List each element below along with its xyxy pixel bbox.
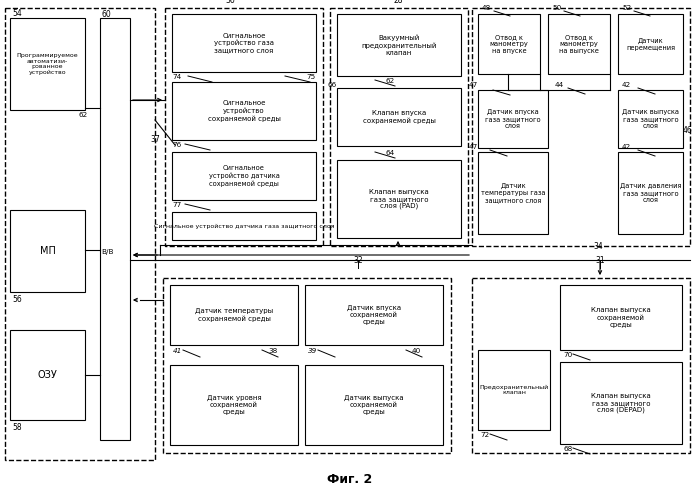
Text: ОЗУ: ОЗУ xyxy=(38,370,57,380)
Text: МП: МП xyxy=(40,246,55,256)
Text: 48: 48 xyxy=(482,5,491,11)
Text: Клапан выпуска
газа защитного
слоя (PAD): Клапан выпуска газа защитного слоя (PAD) xyxy=(369,189,429,209)
Bar xyxy=(478,90,548,148)
Text: Датчик выпуска
сохраняемой
среды: Датчик выпуска сохраняемой среды xyxy=(344,395,404,415)
Text: 52: 52 xyxy=(622,5,631,11)
Bar xyxy=(10,18,85,110)
Text: 46: 46 xyxy=(682,125,692,134)
Text: 70: 70 xyxy=(563,352,572,358)
Text: 77: 77 xyxy=(172,202,181,208)
Bar xyxy=(618,14,683,74)
Bar xyxy=(172,82,316,140)
Text: Датчик впуска
газа защитного
слоя: Датчик впуска газа защитного слоя xyxy=(485,109,541,129)
Text: 32: 32 xyxy=(353,256,363,265)
Bar xyxy=(560,362,682,444)
Bar xyxy=(10,330,85,420)
Bar xyxy=(165,8,323,246)
Text: 47: 47 xyxy=(469,144,478,150)
Bar xyxy=(618,90,683,148)
Bar xyxy=(100,18,130,440)
Text: Датчик впуска
сохраняемой
среды: Датчик впуска сохраняемой среды xyxy=(347,305,401,326)
Bar xyxy=(472,278,690,453)
Text: 74: 74 xyxy=(172,74,181,80)
Text: Отвод к
манометру
на выпуске: Отвод к манометру на выпуске xyxy=(559,34,599,54)
Text: 42: 42 xyxy=(622,82,631,88)
Text: 34: 34 xyxy=(593,242,603,251)
Text: 47: 47 xyxy=(469,82,478,88)
Bar xyxy=(548,14,610,74)
Text: Датчик выпуска
газа защитного
слоя: Датчик выпуска газа защитного слоя xyxy=(622,109,679,129)
Bar xyxy=(478,152,548,234)
Text: 72: 72 xyxy=(480,432,489,438)
Bar xyxy=(5,8,155,460)
Text: 39: 39 xyxy=(308,348,317,354)
Text: 54: 54 xyxy=(12,9,22,18)
Text: 50: 50 xyxy=(552,5,561,11)
Text: 58: 58 xyxy=(12,423,22,432)
Text: 41: 41 xyxy=(173,348,182,354)
Text: 31: 31 xyxy=(595,256,605,265)
Text: 60: 60 xyxy=(101,10,110,19)
Bar xyxy=(305,365,443,445)
Text: Датчик уровня
сохраняемой
среды: Датчик уровня сохраняемой среды xyxy=(207,395,261,415)
Text: 40: 40 xyxy=(412,348,421,354)
Bar xyxy=(163,278,451,453)
Bar xyxy=(170,365,298,445)
Bar xyxy=(337,160,461,238)
Text: Датчик
температуры газа
защитного слоя: Датчик температуры газа защитного слоя xyxy=(481,183,545,203)
Text: Сигнальное устройство датчика газа защитного слоя: Сигнальное устройство датчика газа защит… xyxy=(154,223,334,229)
Text: Фиг. 2: Фиг. 2 xyxy=(327,473,372,486)
Bar xyxy=(337,14,461,76)
Bar xyxy=(172,212,316,240)
Text: Датчик
перемещения: Датчик перемещения xyxy=(626,38,675,50)
Text: 36: 36 xyxy=(225,0,235,5)
Text: Предохранительный
клапан: Предохранительный клапан xyxy=(480,384,549,396)
Bar xyxy=(478,350,550,430)
Bar xyxy=(172,14,316,72)
Bar xyxy=(337,88,461,146)
Text: Отвод к
манометру
на впуске: Отвод к манометру на впуске xyxy=(489,34,528,54)
Bar xyxy=(172,152,316,200)
Bar xyxy=(618,152,683,234)
Text: Вакуумный
предохранительный
клапан: Вакуумный предохранительный клапан xyxy=(361,35,437,55)
Bar xyxy=(170,285,298,345)
Text: 66: 66 xyxy=(328,82,337,88)
Text: Программируемое
автоматизи-
рованное
устройство: Программируемое автоматизи- рованное уст… xyxy=(17,53,78,75)
Bar xyxy=(478,14,540,74)
Text: 68: 68 xyxy=(563,446,572,452)
Text: 28: 28 xyxy=(394,0,403,5)
Text: Сигнальное
устройство датчика
сохраняемой среды: Сигнальное устройство датчика сохраняемо… xyxy=(208,165,280,187)
Text: Клапан впуска
сохраняемой среды: Клапан впуска сохраняемой среды xyxy=(363,110,435,124)
Text: 44: 44 xyxy=(555,82,564,88)
Bar xyxy=(330,8,468,246)
Text: Клапан выпуска
сохраняемой
среды: Клапан выпуска сохраняемой среды xyxy=(591,307,651,328)
Text: 76: 76 xyxy=(172,142,181,148)
Bar xyxy=(472,8,690,246)
Bar xyxy=(560,285,682,350)
Text: 37: 37 xyxy=(150,135,160,144)
Text: 62: 62 xyxy=(79,112,88,118)
Text: 42: 42 xyxy=(622,144,631,150)
Bar xyxy=(305,285,443,345)
Text: 64: 64 xyxy=(385,150,395,156)
Text: Датчик давления
газа защитного
слоя: Датчик давления газа защитного слоя xyxy=(620,183,682,203)
Text: 38: 38 xyxy=(268,348,278,354)
Text: Клапан выпуска
газа защитного
слоя (DEPAD): Клапан выпуска газа защитного слоя (DEPA… xyxy=(591,393,651,413)
Text: Датчик температуры
сохраняемой среды: Датчик температуры сохраняемой среды xyxy=(195,308,273,322)
Text: В/В: В/В xyxy=(101,249,113,255)
Text: Сигнальное
устройство
сохраняемой среды: Сигнальное устройство сохраняемой среды xyxy=(208,100,280,122)
Text: 75: 75 xyxy=(307,74,316,80)
Text: 56: 56 xyxy=(12,295,22,304)
Text: 62: 62 xyxy=(385,78,395,84)
Text: Сигнальное
устройство газа
защитного слоя: Сигнальное устройство газа защитного сло… xyxy=(214,33,274,53)
Bar xyxy=(10,210,85,292)
